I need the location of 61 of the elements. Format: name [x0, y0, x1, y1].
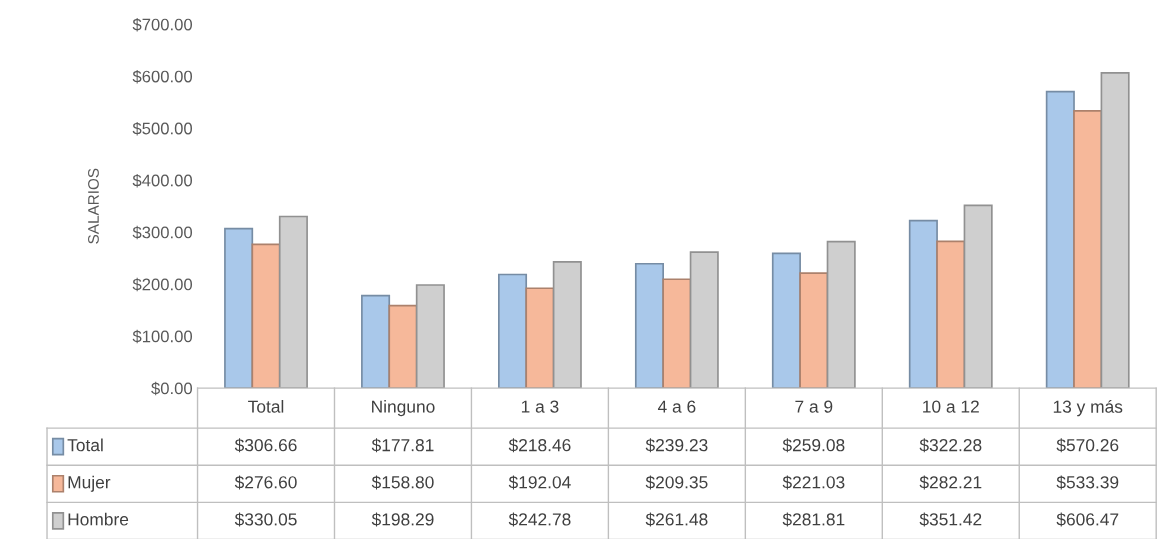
data-label: $351.42 — [919, 512, 982, 527]
bar — [634, 262, 665, 389]
bar — [497, 273, 528, 389]
bar — [224, 227, 254, 389]
y-tick-label: $400.00 — [132, 173, 193, 188]
bar — [552, 261, 582, 389]
bar — [415, 284, 445, 389]
bar — [826, 240, 856, 389]
legend-label: Hombre — [68, 512, 129, 526]
bar — [1045, 90, 1075, 389]
bar — [689, 251, 719, 389]
bar — [251, 243, 281, 389]
legend-label: Total — [67, 438, 103, 452]
data-label: $306.66 — [234, 438, 297, 453]
data-label: $276.60 — [234, 475, 297, 490]
data-label: $239.23 — [645, 438, 708, 453]
data-label: $218.46 — [508, 438, 571, 453]
x-tick-label: 1 a 3 — [521, 400, 559, 413]
x-tick-label: 10 a 12 — [923, 400, 979, 413]
data-label: $322.28 — [919, 438, 982, 453]
bar — [771, 252, 801, 389]
data-label: $533.39 — [1056, 475, 1119, 490]
y-tick-label: $200.00 — [132, 277, 193, 292]
x-tick-label: 4 a 6 — [657, 400, 696, 413]
data-label: $570.26 — [1056, 438, 1119, 453]
bar — [662, 278, 692, 389]
bar — [908, 219, 938, 389]
bar — [1100, 72, 1130, 389]
y-tick-label: $700.00 — [132, 17, 193, 32]
bar — [963, 204, 993, 389]
y-tick-label: $600.00 — [132, 69, 193, 84]
data-label: $192.04 — [508, 475, 571, 490]
data-label: $242.78 — [508, 512, 571, 527]
bar — [361, 294, 391, 389]
x-tick-label: 13 y más — [1053, 399, 1123, 417]
data-label: $221.03 — [782, 475, 845, 490]
data-label: $177.81 — [371, 438, 434, 453]
legend-label: Mujer — [68, 475, 111, 492]
y-tick-label: $500.00 — [132, 121, 193, 136]
y-tick-label: $0.00 — [151, 381, 193, 396]
x-tick-label: 7 a 9 — [795, 400, 833, 413]
data-label: $281.81 — [782, 512, 845, 527]
y-axis-title: SALARIOS — [88, 168, 99, 244]
data-label: $261.48 — [645, 512, 708, 527]
data-label: $198.29 — [371, 512, 434, 527]
bar — [278, 215, 308, 389]
bar — [388, 304, 418, 389]
data-label: $282.21 — [919, 475, 982, 490]
data-label: $606.47 — [1056, 512, 1119, 527]
data-label: $330.05 — [234, 512, 297, 527]
y-tick-label: $300.00 — [132, 225, 193, 240]
data-label: $158.80 — [371, 475, 434, 490]
x-tick-label: Ninguno — [372, 400, 435, 417]
x-tick-label: Total — [248, 400, 284, 413]
bar — [525, 287, 555, 389]
bar — [936, 240, 966, 389]
bar — [799, 272, 829, 389]
data-label: $209.35 — [645, 475, 708, 490]
y-tick-label: $100.00 — [132, 329, 193, 344]
data-label: $259.08 — [782, 438, 845, 453]
bar — [1073, 110, 1103, 389]
